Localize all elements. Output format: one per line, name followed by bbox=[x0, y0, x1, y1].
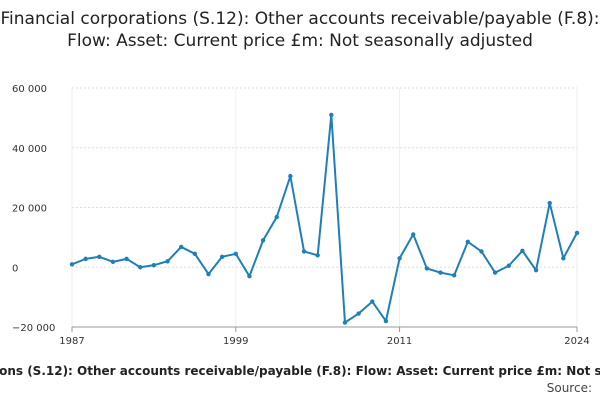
data-point[interactable] bbox=[492, 270, 498, 275]
data-point[interactable] bbox=[315, 253, 320, 258]
data-point[interactable] bbox=[274, 214, 279, 220]
data-point[interactable] bbox=[206, 271, 211, 277]
source-line: Source: bbox=[0, 381, 600, 395]
chart-title: Financial corporations (S.12): Other acc… bbox=[0, 9, 600, 51]
y-tick-label: 40 000 bbox=[12, 144, 47, 155]
source-label: Source: bbox=[546, 381, 592, 395]
data-point[interactable] bbox=[342, 320, 348, 325]
data-point[interactable] bbox=[329, 112, 334, 118]
data-point[interactable] bbox=[151, 262, 157, 268]
data-point[interactable] bbox=[547, 200, 552, 206]
gridlines bbox=[71, 87, 578, 328]
data-point[interactable] bbox=[260, 238, 266, 243]
y-tick-label: 60 000 bbox=[12, 84, 47, 95]
data-point[interactable] bbox=[479, 249, 484, 254]
x-tick-label: 1999 bbox=[223, 336, 248, 347]
data-point[interactable] bbox=[574, 230, 580, 236]
data-point[interactable] bbox=[233, 251, 238, 257]
data-point[interactable] bbox=[165, 259, 170, 264]
data-point[interactable] bbox=[383, 318, 389, 324]
data-point[interactable] bbox=[219, 254, 225, 259]
data-point[interactable] bbox=[301, 249, 307, 254]
data-point[interactable] bbox=[83, 256, 88, 262]
data-point[interactable] bbox=[411, 232, 416, 237]
y-tick-label: 20 000 bbox=[12, 204, 47, 215]
data-point[interactable] bbox=[438, 270, 443, 275]
series-line bbox=[71, 113, 578, 324]
series-layer bbox=[69, 112, 580, 325]
data-point[interactable] bbox=[247, 274, 252, 279]
data-point[interactable] bbox=[124, 256, 129, 262]
data-point[interactable] bbox=[69, 262, 75, 267]
data-point[interactable] bbox=[192, 251, 198, 257]
data-point[interactable] bbox=[397, 256, 402, 261]
x-tick-label: 2024 bbox=[564, 336, 589, 347]
y-tick-label: 0 bbox=[12, 263, 18, 274]
data-point[interactable] bbox=[288, 173, 293, 179]
data-point[interactable] bbox=[370, 299, 375, 304]
x-tick-label: 1987 bbox=[59, 336, 84, 347]
data-point[interactable] bbox=[506, 263, 511, 268]
data-point[interactable] bbox=[533, 268, 539, 273]
legend-label: Financial corporations (S.12): Other acc… bbox=[0, 364, 600, 378]
x-tick-label: 2011 bbox=[387, 336, 412, 347]
y-tick-label: −20 000 bbox=[12, 323, 55, 334]
data-point[interactable] bbox=[97, 254, 102, 259]
legend-entry: Financial corporations (S.12): Other acc… bbox=[0, 364, 600, 378]
x-axis-ticks: 1987 1999 2011 2024 bbox=[59, 327, 590, 347]
y-axis-ticks: 60 000 40 000 20 000 0 −20 000 bbox=[12, 84, 55, 334]
data-point[interactable] bbox=[178, 244, 184, 250]
data-point[interactable] bbox=[424, 266, 430, 271]
data-point[interactable] bbox=[561, 256, 566, 261]
data-point[interactable] bbox=[110, 259, 116, 265]
data-point[interactable] bbox=[451, 273, 457, 278]
data-point[interactable] bbox=[138, 265, 143, 270]
data-point[interactable] bbox=[520, 248, 525, 254]
data-point[interactable] bbox=[356, 311, 361, 316]
data-point[interactable] bbox=[465, 239, 471, 245]
